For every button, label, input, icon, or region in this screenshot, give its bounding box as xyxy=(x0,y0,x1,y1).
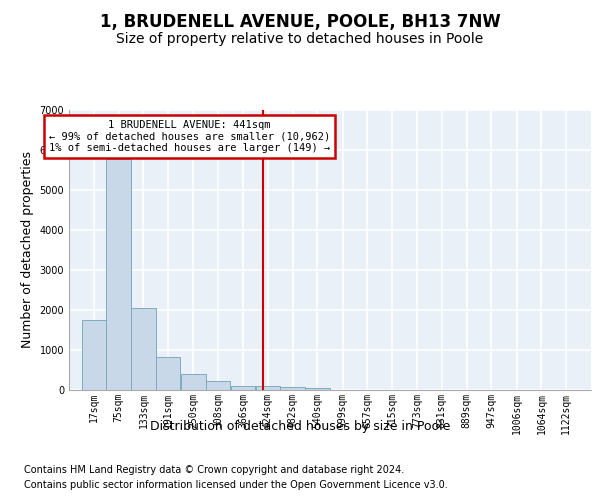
Text: 1 BRUDENELL AVENUE: 441sqm
← 99% of detached houses are smaller (10,962)
1% of s: 1 BRUDENELL AVENUE: 441sqm ← 99% of deta… xyxy=(49,120,330,153)
Bar xyxy=(206,381,230,390)
Bar xyxy=(305,388,329,390)
Bar xyxy=(131,308,155,390)
Bar xyxy=(82,320,106,390)
Text: Distribution of detached houses by size in Poole: Distribution of detached houses by size … xyxy=(150,420,450,433)
Bar xyxy=(280,387,305,390)
Text: Contains HM Land Registry data © Crown copyright and database right 2024.: Contains HM Land Registry data © Crown c… xyxy=(24,465,404,475)
Text: Size of property relative to detached houses in Poole: Size of property relative to detached ho… xyxy=(116,32,484,46)
Y-axis label: Number of detached properties: Number of detached properties xyxy=(21,152,34,348)
Bar xyxy=(156,357,181,390)
Bar xyxy=(231,386,255,390)
Text: Contains public sector information licensed under the Open Government Licence v3: Contains public sector information licen… xyxy=(24,480,448,490)
Text: 1, BRUDENELL AVENUE, POOLE, BH13 7NW: 1, BRUDENELL AVENUE, POOLE, BH13 7NW xyxy=(100,12,500,30)
Bar xyxy=(256,386,280,390)
Bar xyxy=(181,374,206,390)
Bar xyxy=(106,159,131,390)
